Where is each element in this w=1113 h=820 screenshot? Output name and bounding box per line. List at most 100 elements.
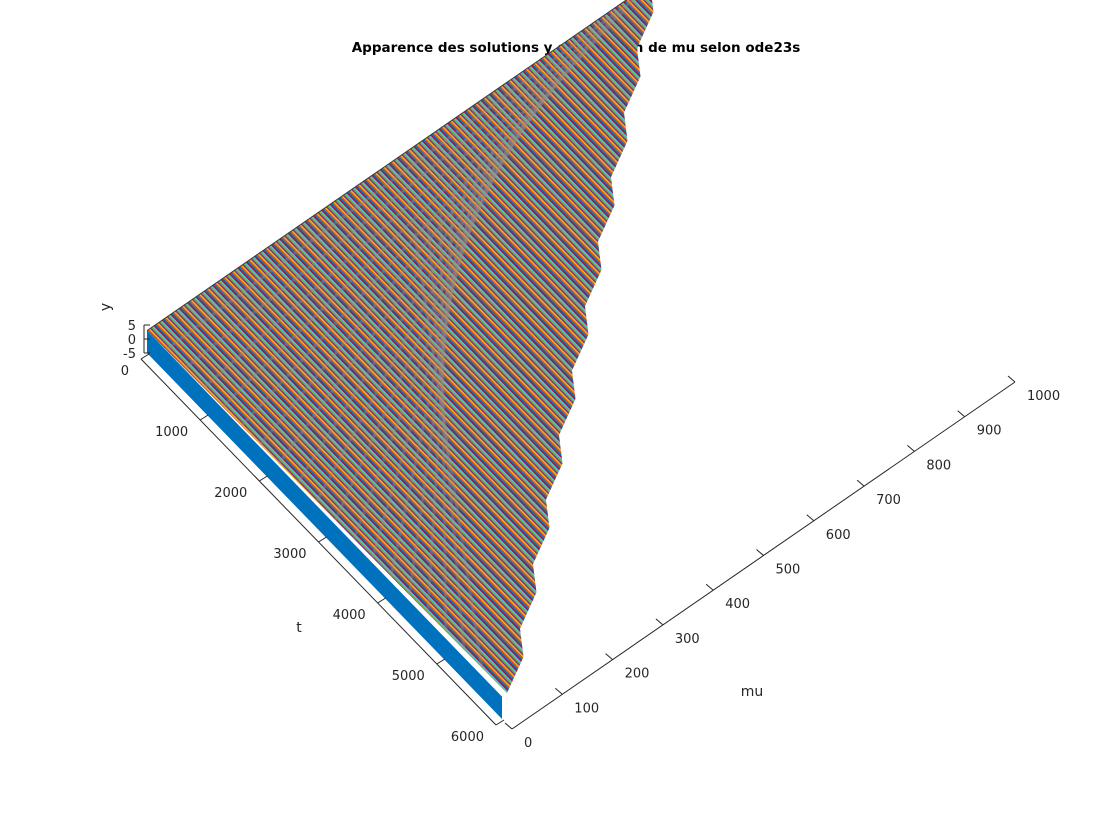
surface-trace bbox=[343, 174, 654, 566]
surface-trace bbox=[569, 17, 654, 410]
surface-trace bbox=[533, 42, 654, 435]
y-tick-label: -5 bbox=[123, 347, 136, 362]
surface-trace bbox=[556, 27, 654, 419]
surface-trace bbox=[463, 90, 654, 483]
surface-trace bbox=[547, 32, 654, 425]
surface-trace bbox=[347, 170, 654, 563]
surface-trace bbox=[501, 65, 654, 457]
surface-trace bbox=[213, 263, 594, 655]
surface-trace bbox=[607, 0, 654, 384]
mu-tick-label: 0 bbox=[524, 736, 532, 751]
surface-plot bbox=[146, 0, 654, 719]
surface-trace bbox=[368, 156, 654, 549]
surface-trace bbox=[499, 65, 654, 458]
surface-band bbox=[257, 65, 573, 448]
surface-trace bbox=[390, 141, 654, 533]
surface-trace bbox=[557, 26, 654, 418]
t-tick-label: 0 bbox=[121, 364, 129, 379]
surface-trace bbox=[594, 0, 654, 393]
surface-trace bbox=[495, 69, 654, 461]
surface-trace bbox=[354, 165, 654, 558]
surface-trace bbox=[526, 47, 654, 440]
surface-trace bbox=[486, 74, 654, 467]
surface-trace bbox=[606, 0, 654, 384]
surface-trace bbox=[212, 264, 593, 656]
surface-trace bbox=[508, 60, 654, 452]
surface-trace bbox=[465, 89, 654, 482]
mu-tick-mark bbox=[655, 618, 664, 626]
surface-trace bbox=[206, 268, 587, 660]
t-tick-mark bbox=[259, 475, 268, 482]
surface-trace bbox=[156, 302, 536, 694]
surface-trace bbox=[199, 273, 580, 665]
surface-band bbox=[183, 10, 625, 371]
surface-trace bbox=[523, 49, 654, 441]
surface-trace bbox=[505, 61, 654, 454]
surface-trace bbox=[178, 287, 559, 679]
surface-trace bbox=[177, 288, 558, 680]
z-axis-label: y bbox=[98, 303, 114, 311]
mu-tick-mark bbox=[957, 410, 966, 418]
surface-trace bbox=[539, 38, 654, 431]
surface-trace bbox=[217, 260, 598, 653]
surface-trace bbox=[493, 69, 654, 462]
surface-front-edge bbox=[147, 330, 502, 719]
surface-trace bbox=[389, 141, 654, 534]
surface-trace bbox=[147, 314, 520, 694]
surface-trace bbox=[472, 84, 654, 477]
surface-trace bbox=[478, 80, 654, 473]
surface-trace bbox=[492, 70, 654, 463]
y-axis-ticks: 50-5 bbox=[123, 319, 150, 362]
surface-trace bbox=[592, 2, 654, 394]
surface-trace bbox=[605, 0, 654, 385]
mu-tick-label: 1000 bbox=[1027, 389, 1060, 404]
surface-trace bbox=[372, 153, 654, 545]
surface-trace bbox=[195, 275, 576, 668]
surface-trace bbox=[148, 307, 529, 694]
mu-tick-label: 600 bbox=[826, 528, 851, 543]
surface-trace bbox=[350, 169, 654, 561]
surface-trace bbox=[169, 293, 550, 686]
mu-tick-label: 400 bbox=[725, 597, 750, 612]
surface-trace bbox=[529, 45, 654, 437]
surface-trace bbox=[190, 279, 571, 671]
surface-trace bbox=[162, 298, 542, 691]
surface-trace bbox=[163, 298, 544, 690]
surface-trace bbox=[511, 57, 654, 450]
surface-trace bbox=[369, 155, 654, 548]
surface-trace bbox=[346, 171, 654, 564]
surface-trace bbox=[147, 313, 521, 694]
surface-trace bbox=[554, 27, 654, 420]
surface-trace bbox=[370, 155, 654, 547]
surface-trace bbox=[344, 173, 654, 565]
surface-trace bbox=[599, 0, 654, 389]
surface-trace bbox=[541, 36, 654, 429]
surface-trace bbox=[596, 0, 654, 391]
surface-trace bbox=[147, 312, 523, 694]
surface-trace bbox=[532, 43, 654, 436]
surface-trace bbox=[147, 309, 527, 694]
surface-trace bbox=[562, 22, 654, 415]
surface-trace bbox=[356, 165, 654, 557]
surface-trace bbox=[600, 0, 654, 388]
surface-trace bbox=[502, 64, 654, 456]
surface-trace bbox=[204, 269, 584, 662]
surface-trace bbox=[176, 288, 557, 681]
surface-trace bbox=[207, 267, 588, 659]
surface-trace bbox=[553, 28, 654, 421]
surface-trace bbox=[378, 149, 654, 541]
surface-trace bbox=[175, 289, 556, 682]
surface-trace bbox=[365, 158, 654, 550]
surface-trace bbox=[503, 63, 654, 455]
surface-trace bbox=[604, 0, 654, 386]
surface-trace bbox=[490, 72, 654, 464]
surface-trace bbox=[381, 147, 654, 540]
surface-trace bbox=[586, 6, 654, 398]
surface-trace bbox=[157, 302, 538, 694]
surface-trace bbox=[154, 303, 535, 694]
surface-trace bbox=[353, 166, 654, 559]
surface-trace bbox=[574, 14, 654, 407]
surface-trace bbox=[184, 283, 565, 675]
surface-trace bbox=[584, 7, 654, 399]
surface-trace bbox=[521, 50, 654, 443]
